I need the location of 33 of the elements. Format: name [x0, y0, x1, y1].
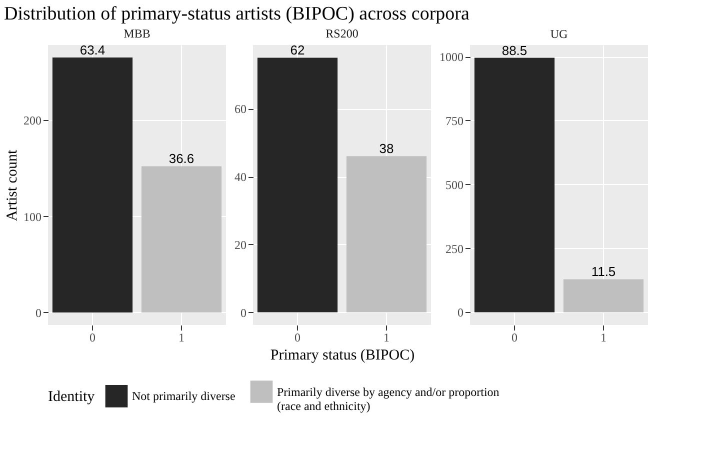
legend-label: Primarily diverse by agency and/or proportion (race and ethnicity) [277, 384, 500, 413]
y-tick-label: 0 [458, 306, 464, 320]
legend-label: Not primarily diverse [132, 389, 236, 404]
x-tick-label: 1 [384, 330, 390, 344]
y-tick-label: 500 [446, 178, 464, 192]
annotation: 36.6 [168, 151, 194, 166]
y-tick-label: 200 [24, 114, 42, 128]
annotation: 88.5 [502, 42, 528, 58]
y-axis-title: Artist count [4, 149, 20, 222]
x-tick-label: 1 [600, 330, 606, 344]
y-tick-label: 100 [24, 210, 42, 224]
y-tick-label: 1000 [440, 50, 464, 64]
x-tick-label: 1 [178, 330, 184, 344]
chart-title: UG [550, 26, 568, 41]
y-tick-label: 40 [234, 170, 246, 184]
legend-title: Identity [48, 389, 96, 405]
y-tick-label: 250 [446, 242, 464, 256]
y-tick-label: 750 [446, 114, 464, 128]
chart-title: RS200 [326, 26, 358, 41]
x-tick-label: 0 [512, 330, 518, 344]
annotation: 62 [290, 42, 305, 58]
chart-title: MBB [124, 26, 150, 41]
x-axis-title: Primary status (BIPOC) [270, 348, 415, 364]
y-tick-label: 60 [234, 102, 246, 116]
text: Distribution of primary-status artists (BIPOC) across corpora [4, 4, 470, 25]
y-tick-label: 0 [240, 306, 246, 320]
annotation: 38 [379, 141, 394, 156]
y-tick-label: 20 [234, 238, 246, 252]
y-tick-label: 0 [36, 306, 42, 320]
x-tick-label: 0 [294, 330, 300, 344]
annotation: 63.4 [80, 42, 106, 58]
x-tick-label: 0 [90, 330, 96, 344]
annotation: 11.5 [591, 264, 616, 280]
